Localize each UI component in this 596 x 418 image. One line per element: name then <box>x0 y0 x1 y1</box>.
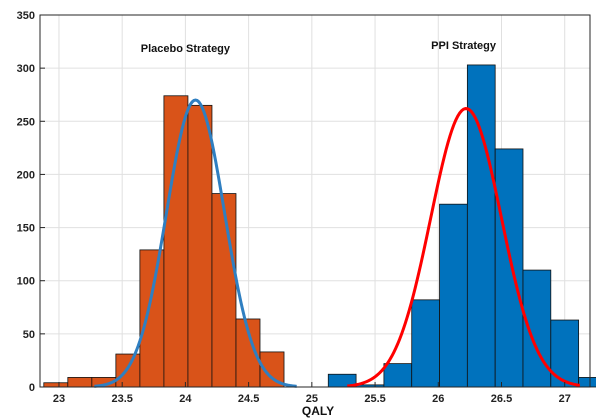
histogram-bar <box>43 382 69 388</box>
histogram-bar <box>494 148 524 388</box>
x-tick-label: 24.5 <box>238 393 259 405</box>
x-tick-label: 26.5 <box>491 393 512 405</box>
y-tick-label: 100 <box>17 276 35 288</box>
x-tick-label: 24 <box>179 393 192 405</box>
y-tick-label: 250 <box>17 116 35 128</box>
annotations-layer: Placebo Strategy PPI Strategy <box>141 40 497 55</box>
histogram-bar <box>578 377 596 388</box>
plot-frame <box>39 14 591 388</box>
histogram-bar <box>466 64 496 388</box>
histogram-bar <box>187 104 213 388</box>
fit-curves-layer <box>94 98 581 388</box>
y-tick-label: 200 <box>17 169 35 181</box>
x-tick-label: 23.5 <box>111 393 132 405</box>
series-annotation: PPI Strategy <box>431 40 497 52</box>
y-tick-label: 50 <box>23 329 35 341</box>
x-axis-label: QALY <box>302 404 334 418</box>
histogram-bar <box>383 363 413 388</box>
x-tick-label: 25 <box>306 393 318 405</box>
histogram-bar <box>163 95 189 388</box>
x-tick-label: 25.5 <box>364 393 385 405</box>
x-tick-label: 23 <box>53 393 65 405</box>
fit-curve <box>94 98 297 388</box>
x-tick-label: 26 <box>432 393 444 405</box>
x-tick-label: 27 <box>559 393 571 405</box>
y-tick-label: 0 <box>29 382 35 394</box>
histogram-bar <box>211 193 237 388</box>
bars-layer <box>43 64 596 388</box>
y-tick-label: 300 <box>17 63 35 75</box>
histogram-bar <box>439 203 468 388</box>
y-tick-label: 150 <box>17 223 35 235</box>
histogram-bar <box>115 353 141 388</box>
histogram-bar <box>67 377 93 388</box>
histogram-bar <box>139 249 165 388</box>
y-tick-label: 350 <box>17 10 35 22</box>
histogram-bar <box>411 299 440 388</box>
fit-curve <box>347 107 581 388</box>
series-annotation: Placebo Strategy <box>141 43 231 55</box>
ticks-layer: 23 23.5 24 24.5 25 25.5 26 26.5 27 0 50 100 150 200 25… <box>17 10 571 405</box>
